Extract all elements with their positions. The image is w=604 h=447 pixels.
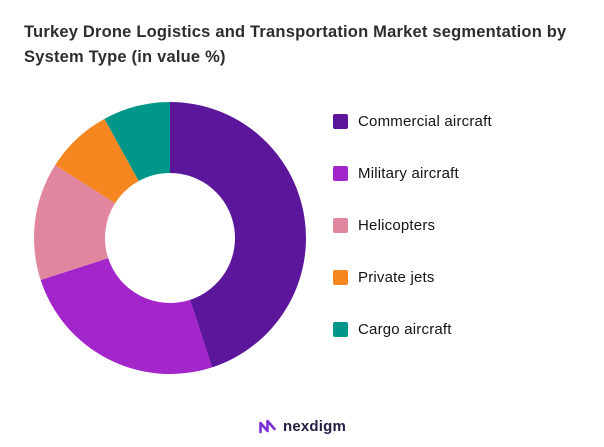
legend-item-military-aircraft: Military aircraft	[333, 162, 492, 184]
chart-legend: Commercial aircraft Military aircraft He…	[333, 110, 492, 370]
legend-item-helicopters: Helicopters	[333, 214, 492, 236]
donut-slice-helicopters	[34, 165, 116, 281]
donut-chart	[34, 102, 306, 374]
donut-slice-cargo-aircraft	[104, 102, 170, 182]
legend-label: Military aircraft	[358, 164, 459, 182]
chart-title: Turkey Drone Logistics and Transportatio…	[24, 23, 567, 66]
legend-item-cargo-aircraft: Cargo aircraft	[333, 318, 492, 340]
legend-label: Commercial aircraft	[358, 112, 492, 130]
legend-item-private-jets: Private jets	[333, 266, 492, 288]
legend-item-commercial-aircraft: Commercial aircraft	[333, 110, 492, 132]
legend-swatch	[333, 217, 348, 233]
legend-swatch	[333, 165, 348, 181]
brand-name: nexdigm	[282, 418, 347, 435]
legend-label: Helicopters	[358, 216, 436, 234]
nexdigm-logo-icon	[259, 419, 276, 434]
legend-label: Cargo aircraft	[358, 320, 452, 338]
donut-slice-commercial-aircraft	[170, 102, 306, 368]
donut-chart-container	[30, 98, 310, 383]
donut-slice-private-jets	[55, 118, 139, 204]
legend-label: Private jets	[358, 268, 435, 286]
legend-swatch	[333, 321, 348, 337]
donut-slice-military-aircraft	[40, 258, 213, 374]
legend-swatch	[333, 269, 348, 285]
footer-brand: nexdigm	[0, 418, 604, 435]
legend-swatch	[333, 113, 348, 129]
